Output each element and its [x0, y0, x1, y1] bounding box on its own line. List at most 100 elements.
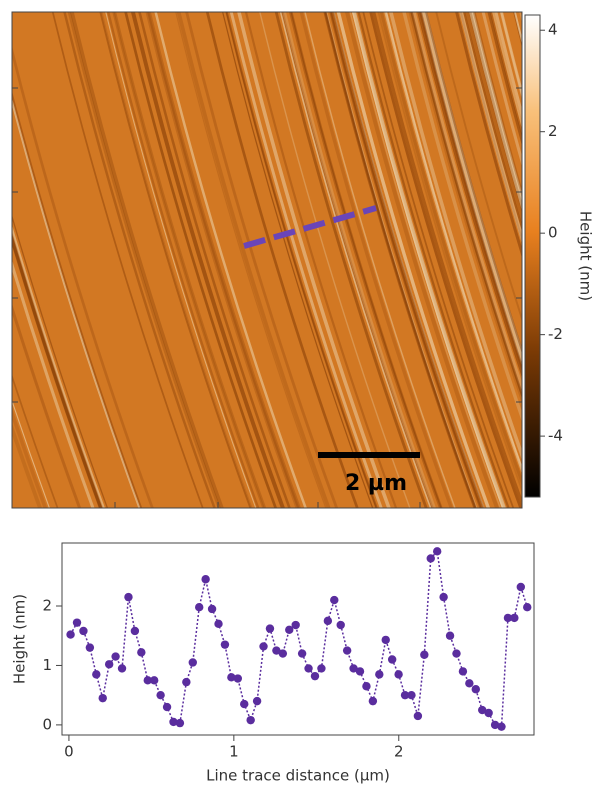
data-point	[362, 682, 371, 691]
texture-stripe	[421, 12, 522, 367]
texture-stripe	[12, 407, 47, 508]
texture-stripe	[12, 225, 105, 508]
texture-stripe	[352, 12, 506, 508]
data-point	[201, 575, 210, 584]
data-point	[368, 696, 378, 706]
colorbar-tick-label: 0	[548, 224, 558, 242]
data-point	[265, 624, 275, 633]
data-point	[252, 696, 262, 706]
data-point	[130, 626, 140, 636]
texture-stripe	[154, 12, 307, 508]
texture-stripe	[402, 12, 522, 423]
data-point	[291, 620, 300, 630]
data-point	[387, 655, 397, 664]
texture-stripe	[12, 373, 59, 508]
data-point	[220, 640, 230, 649]
data-point	[490, 720, 500, 730]
data-point	[310, 671, 320, 681]
data-point	[117, 664, 127, 673]
texture-stripe	[372, 12, 522, 508]
texture-stripe	[282, 12, 436, 508]
data-point	[72, 618, 82, 627]
texture-stripe	[462, 12, 522, 233]
data-point	[92, 670, 101, 679]
colorbar-tick-label: 2	[548, 122, 558, 140]
texture-stripe	[455, 12, 522, 259]
texture-stripe	[99, 12, 252, 508]
texture-stripe	[333, 12, 485, 508]
afm-image	[0, 12, 522, 508]
data-point	[394, 670, 403, 679]
data-point	[259, 642, 268, 651]
texture-stripe	[176, 12, 331, 508]
trace-line	[69, 549, 528, 728]
data-point	[523, 602, 532, 612]
texture-stripe	[435, 12, 522, 323]
data-point	[432, 547, 442, 556]
texture-stripe	[12, 423, 42, 508]
texture-stripe	[12, 399, 50, 508]
texture-stripe	[377, 12, 522, 493]
plot-frame	[61, 542, 535, 736]
data-point	[214, 619, 223, 629]
colorbar-tick-label: -4	[548, 427, 563, 445]
texture-stripe	[290, 12, 443, 508]
data-point	[355, 667, 365, 676]
data-point	[375, 670, 384, 679]
data-point	[503, 613, 513, 623]
texture-stripe	[113, 12, 265, 508]
data-point	[124, 592, 133, 602]
texture-stripe	[418, 12, 522, 375]
data-point	[342, 646, 352, 655]
texture-stripe	[279, 12, 432, 508]
data-point	[85, 643, 95, 652]
data-point	[137, 648, 146, 657]
colorbar-label: Height (nm)	[577, 211, 595, 301]
data-point	[484, 708, 493, 718]
texture-stripe	[244, 12, 398, 508]
y-axis-label: Height (nm)	[11, 594, 29, 684]
texture-stripe	[222, 12, 374, 508]
texture-stripe	[464, 12, 522, 226]
data-point	[426, 554, 435, 563]
texture-stripe	[330, 12, 485, 508]
texture-stripe	[237, 12, 391, 508]
data-point	[98, 693, 107, 703]
data-point	[79, 626, 88, 636]
data-point	[420, 650, 429, 659]
texture-stripe	[492, 12, 522, 129]
data-point	[182, 677, 191, 687]
texture-stripe	[12, 259, 95, 508]
texture-stripe	[70, 12, 224, 508]
texture-stripe	[459, 12, 522, 244]
data-point	[445, 631, 455, 640]
texture-stripe	[12, 214, 108, 508]
y-tick-label: 0	[42, 715, 52, 733]
texture-stripe	[408, 12, 522, 405]
texture-stripe	[423, 12, 522, 358]
data-point	[297, 649, 307, 658]
texture-stripe	[100, 12, 253, 508]
texture-stripe	[205, 12, 359, 508]
colorbar	[524, 14, 541, 498]
texture-stripe	[362, 12, 515, 508]
texture-stripe	[175, 12, 327, 508]
data-point	[272, 646, 281, 655]
texture-stripe	[0, 12, 9, 508]
scale-bar-label: 2 µm	[345, 471, 407, 496]
texture-stripe	[12, 303, 81, 508]
texture-stripe	[107, 12, 260, 508]
data-point	[516, 582, 526, 592]
data-point	[188, 658, 197, 667]
texture-stripe	[423, 12, 522, 359]
data-point	[478, 705, 487, 715]
texture-stripe	[229, 12, 383, 508]
data-point	[285, 625, 294, 634]
data-point	[471, 685, 480, 694]
data-point	[400, 690, 410, 700]
data-point	[156, 690, 165, 700]
texture-stripe	[469, 12, 522, 210]
texture-stripe	[481, 12, 522, 168]
texture-stripe	[225, 12, 378, 508]
texture-stripe	[145, 12, 300, 508]
